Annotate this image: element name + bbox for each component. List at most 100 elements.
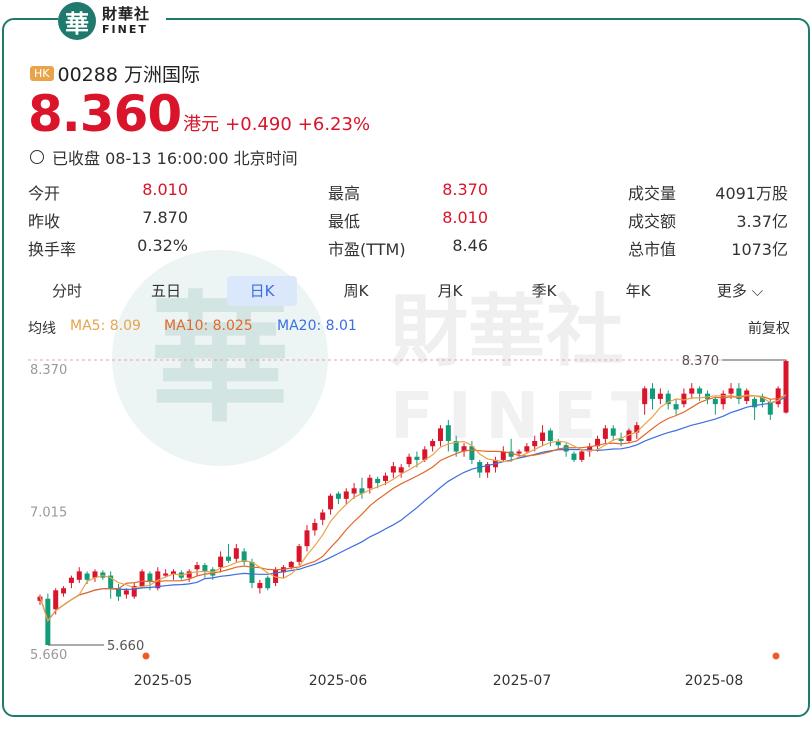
candle — [469, 446, 475, 460]
kline-chart[interactable]: 8.370 7.015 5.660 2025-05 2025-06 2025-07 2025… — [0, 340, 812, 700]
adjust-toggle[interactable]: 前复权 — [748, 321, 790, 337]
candle — [249, 561, 255, 583]
tab-7[interactable]: 更多 ⌵ — [716, 282, 764, 300]
candle — [587, 446, 593, 452]
candle — [524, 446, 530, 452]
candle — [367, 477, 373, 489]
quote-card — [2, 18, 810, 717]
candle — [485, 464, 491, 473]
ma20-value: MA20: 8.01 — [277, 318, 357, 334]
tab-6[interactable]: 年K — [625, 282, 651, 300]
x-tick-label: 2025-07 — [493, 673, 552, 689]
candle — [304, 530, 310, 547]
candle — [202, 565, 208, 572]
candle — [170, 571, 176, 575]
candle — [697, 388, 703, 394]
candle — [571, 453, 577, 460]
candle — [540, 432, 546, 441]
event-dot — [142, 652, 150, 660]
candle — [92, 571, 98, 578]
stock-code-name: 00288 万洲国际 — [57, 64, 200, 86]
candle — [147, 573, 153, 582]
candle — [390, 466, 396, 473]
high-marker-label: 8.370 — [682, 354, 719, 369]
tab-1[interactable]: 五日 — [150, 282, 181, 300]
candle — [123, 590, 129, 595]
candle — [720, 393, 726, 405]
candle — [430, 440, 436, 447]
x-tick-label: 2025-05 — [134, 673, 193, 689]
stat-value: 1073亿 — [731, 240, 788, 259]
candle — [335, 493, 341, 499]
stat-value: 8.370 — [442, 180, 488, 199]
stat-label: 最高 — [328, 184, 361, 203]
market-status: 已收盘 08-13 16:00:00 北京时间 — [30, 145, 298, 169]
stat-label: 最低 — [328, 212, 361, 231]
candle — [37, 596, 43, 601]
candle — [273, 569, 279, 583]
candle — [414, 456, 420, 460]
candle — [108, 575, 114, 589]
price-row: 8.360 港元 +0.490 +6.23% — [28, 88, 376, 140]
stock-header: HK 00288 万洲国际 — [30, 60, 200, 87]
candle — [265, 577, 271, 589]
stat-value: 0.32% — [137, 236, 188, 255]
candle — [657, 393, 663, 399]
candle — [359, 488, 365, 494]
candle — [288, 561, 294, 568]
last-price: 8.360 — [28, 85, 182, 143]
candle — [116, 588, 122, 597]
stat-value: 7.870 — [142, 208, 188, 227]
y-tick-label: 5.660 — [30, 648, 67, 663]
stat-label: 今开 — [28, 184, 61, 203]
x-tick-label: 2025-08 — [685, 673, 744, 689]
clock-icon — [30, 150, 44, 164]
stat-label: 成交额 — [628, 212, 677, 231]
candle — [76, 571, 82, 580]
candle — [681, 393, 687, 405]
market-badge: HK — [30, 66, 54, 81]
y-tick-label: 7.015 — [30, 506, 67, 521]
tab-0[interactable]: 分时 — [51, 282, 82, 300]
candle — [53, 590, 59, 610]
candle — [257, 582, 263, 589]
candle — [689, 388, 695, 394]
candle — [532, 440, 538, 447]
candle — [759, 396, 765, 403]
candle — [665, 393, 671, 405]
tab-5[interactable]: 季K — [531, 282, 557, 300]
candle — [218, 556, 224, 568]
tab-3[interactable]: 周K — [343, 282, 369, 300]
candle — [563, 445, 569, 452]
candle — [383, 475, 389, 481]
stat-value: 3.37亿 — [736, 212, 788, 231]
candle — [642, 388, 648, 405]
stat-value: 4091万股 — [715, 184, 788, 203]
tab-4[interactable]: 月K — [437, 282, 463, 300]
candle — [61, 588, 67, 594]
candle — [547, 430, 553, 441]
candle — [595, 438, 601, 447]
candle — [602, 428, 608, 439]
candle — [500, 451, 506, 460]
candle — [422, 449, 428, 460]
candle — [610, 428, 616, 436]
low-marker-label: 5.660 — [107, 639, 144, 654]
candle — [131, 586, 137, 597]
candle — [437, 428, 443, 441]
candle — [343, 491, 349, 499]
candle — [194, 565, 200, 570]
stat-value: 8.46 — [452, 236, 488, 255]
candle — [241, 551, 247, 562]
candle — [516, 451, 522, 454]
candle — [728, 388, 734, 394]
stat-value: 8.010 — [442, 208, 488, 227]
candle — [406, 456, 412, 465]
tab-2[interactable]: 日K — [227, 276, 297, 306]
candle — [328, 495, 334, 510]
candle — [508, 451, 514, 457]
candle — [375, 478, 381, 484]
candle — [312, 523, 318, 531]
stat-value: 8.010 — [142, 180, 188, 199]
stat-label: 昨收 — [28, 212, 61, 231]
